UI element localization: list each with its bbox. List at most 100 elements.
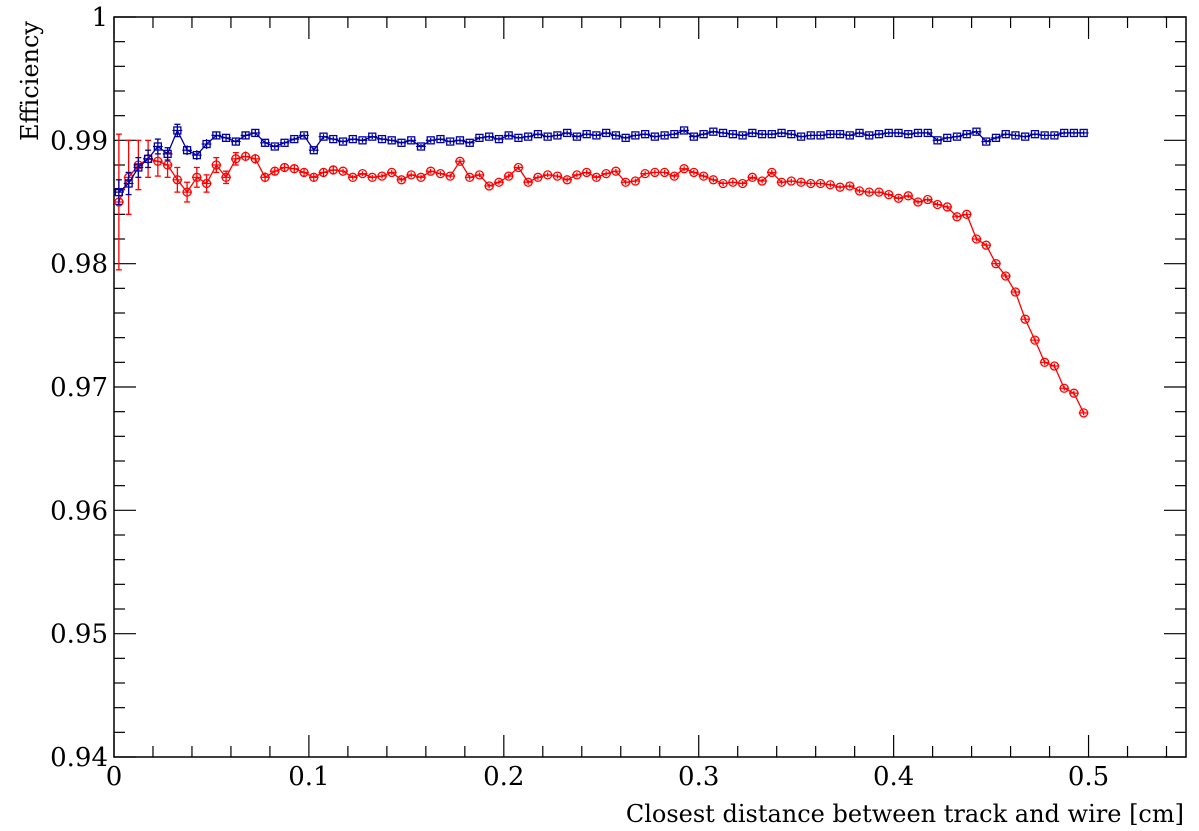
- data-point: [748, 128, 757, 138]
- data-point: [670, 130, 679, 139]
- data-point: [640, 130, 650, 139]
- data-point: [962, 209, 972, 219]
- data-point: [679, 164, 689, 174]
- data-point: [854, 186, 865, 196]
- data-point: [455, 136, 465, 145]
- data-point: [485, 132, 494, 141]
- data-point: [943, 133, 952, 143]
- data-point: [513, 162, 524, 173]
- data-point: [192, 172, 202, 182]
- data-point: [338, 137, 348, 146]
- data-point: [874, 187, 884, 197]
- y-tick-label: 0.98: [50, 250, 108, 280]
- data-point: [1050, 131, 1059, 140]
- data-point: [280, 138, 289, 147]
- data-point: [640, 168, 650, 179]
- data-point: [855, 128, 864, 138]
- data-point: [601, 128, 611, 138]
- data-point: [874, 130, 884, 139]
- data-point: [523, 177, 533, 187]
- data-point: [396, 175, 407, 185]
- data-point: [582, 167, 592, 178]
- data-point: [913, 128, 923, 138]
- data-point: [329, 134, 338, 144]
- data-point: [465, 138, 474, 147]
- data-point: [1060, 128, 1069, 138]
- data-point: [251, 128, 260, 138]
- data-point: [241, 131, 250, 140]
- data-point: [134, 163, 143, 172]
- data-point: [835, 130, 845, 139]
- data-point: [611, 166, 621, 176]
- data-point: [826, 130, 835, 139]
- data-point: [553, 131, 562, 140]
- data-point: [114, 187, 124, 197]
- data-point: [231, 137, 240, 146]
- data-point: [972, 127, 981, 136]
- data-point: [991, 259, 1001, 269]
- data-point: [524, 132, 533, 141]
- data-point: [153, 142, 163, 151]
- data-point: [211, 160, 221, 170]
- data-point: [777, 128, 786, 138]
- data-point: [504, 171, 514, 181]
- data-point: [446, 137, 455, 146]
- data-point: [737, 178, 748, 189]
- data-point: [718, 128, 728, 138]
- data-point: [406, 170, 416, 180]
- data-point: [221, 172, 231, 182]
- data-point: [728, 177, 738, 187]
- data-point: [620, 177, 631, 187]
- data-point: [543, 170, 553, 180]
- data-point: [923, 194, 933, 205]
- data-point: [884, 128, 893, 138]
- data-point: [708, 175, 718, 185]
- data-point: [484, 181, 494, 191]
- data-point: [387, 136, 396, 145]
- data-point: [192, 150, 201, 160]
- data-point: [533, 130, 543, 139]
- data-point: [338, 166, 348, 176]
- data-point: [630, 176, 641, 186]
- data-point: [309, 172, 319, 182]
- x-tick-label: 0.3: [678, 762, 719, 792]
- data-point: [426, 166, 436, 176]
- data-point: [845, 131, 854, 140]
- data-point: [367, 172, 377, 182]
- data-point: [1010, 287, 1021, 297]
- data-point: [494, 134, 504, 144]
- y-tick-label: 1: [91, 3, 108, 33]
- data-point: [309, 146, 318, 155]
- y-tick-label: 0.95: [50, 620, 108, 650]
- x-axis-title: Closest distance between track and wire …: [626, 800, 1184, 828]
- data-point: [552, 171, 563, 181]
- data-point: [952, 212, 962, 222]
- data-point: [475, 133, 484, 143]
- data-series: [113, 123, 1089, 418]
- data-point: [796, 132, 806, 141]
- data-point: [299, 131, 309, 140]
- data-point: [621, 133, 630, 143]
- axis-ticks: [113, 16, 1186, 758]
- data-point: [328, 165, 338, 175]
- data-point: [436, 134, 445, 144]
- data-point: [650, 167, 660, 178]
- data-point: [279, 162, 290, 173]
- x-tick-label: 0.4: [873, 762, 914, 792]
- data-point: [1059, 383, 1069, 393]
- data-point: [172, 175, 182, 185]
- data-point: [221, 133, 231, 143]
- data-point: [679, 126, 689, 135]
- data-point: [543, 132, 552, 141]
- data-point: [884, 189, 894, 200]
- data-point: [1040, 131, 1049, 140]
- data-point: [631, 131, 640, 140]
- data-point: [377, 134, 387, 144]
- data-point: [796, 177, 806, 187]
- data-point: [124, 179, 133, 188]
- data-point: [358, 136, 367, 145]
- data-point: [289, 164, 299, 174]
- data-point: [416, 142, 426, 151]
- data-point: [932, 199, 943, 210]
- data-point: [318, 167, 329, 178]
